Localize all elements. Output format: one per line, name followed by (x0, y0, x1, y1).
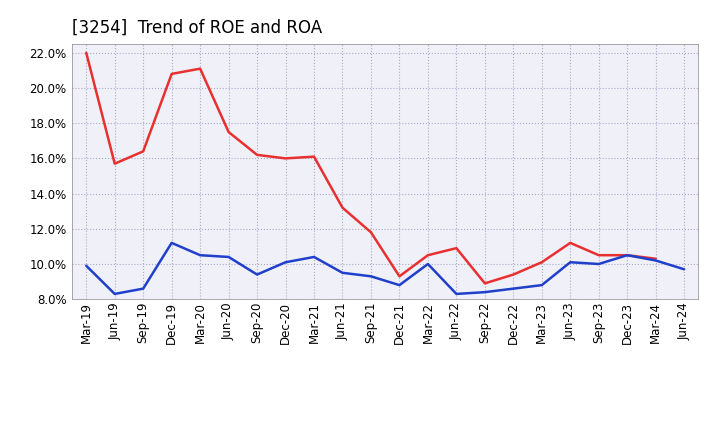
ROE (452, 246, 461, 251)
ROA (480, 290, 489, 295)
ROE (110, 161, 119, 166)
ROA (680, 267, 688, 272)
ROA (537, 282, 546, 288)
ROA (395, 282, 404, 288)
ROE (225, 129, 233, 135)
ROA (452, 291, 461, 297)
Line: ROA: ROA (86, 243, 684, 294)
ROE (82, 50, 91, 55)
ROA (110, 291, 119, 297)
ROE (282, 156, 290, 161)
ROA (338, 270, 347, 275)
ROA (652, 258, 660, 263)
ROE (139, 149, 148, 154)
ROA (82, 263, 91, 268)
Legend: ROE, ROA: ROE, ROA (301, 439, 469, 440)
ROE (395, 274, 404, 279)
ROA (196, 253, 204, 258)
ROE (509, 272, 518, 277)
ROA (253, 272, 261, 277)
ROE (253, 152, 261, 158)
ROE (423, 253, 432, 258)
ROA (623, 253, 631, 258)
ROA (566, 260, 575, 265)
ROA (366, 274, 375, 279)
ROA (225, 254, 233, 260)
ROE (566, 240, 575, 246)
ROA (595, 261, 603, 267)
ROE (366, 230, 375, 235)
Line: ROE: ROE (86, 53, 656, 283)
ROE (480, 281, 489, 286)
ROE (167, 71, 176, 77)
ROE (652, 256, 660, 261)
ROE (310, 154, 318, 159)
ROE (623, 253, 631, 258)
ROA (139, 286, 148, 291)
ROE (338, 205, 347, 210)
ROE (537, 260, 546, 265)
ROA (282, 260, 290, 265)
ROA (509, 286, 518, 291)
ROE (196, 66, 204, 71)
ROE (595, 253, 603, 258)
ROA (310, 254, 318, 260)
ROA (167, 240, 176, 246)
ROA (423, 261, 432, 267)
Text: [3254]  Trend of ROE and ROA: [3254] Trend of ROE and ROA (72, 19, 322, 37)
